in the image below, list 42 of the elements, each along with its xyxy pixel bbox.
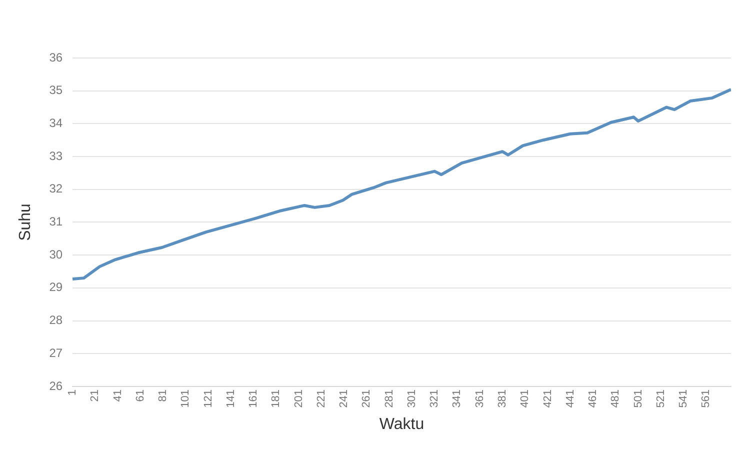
y-tick-label: 29 bbox=[49, 280, 63, 294]
y-tick-label: 36 bbox=[49, 50, 63, 64]
y-axis-title: Suhu bbox=[17, 204, 34, 241]
x-tick-label: 461 bbox=[587, 389, 600, 408]
x-tick-label: 241 bbox=[338, 389, 350, 408]
x-tick-label: 221 bbox=[315, 389, 328, 408]
x-tick-label: 341 bbox=[451, 389, 464, 408]
x-tick-label: 261 bbox=[360, 389, 373, 408]
y-tick-label: 35 bbox=[49, 83, 63, 98]
y-tick-label: 33 bbox=[49, 148, 63, 163]
y-tick-label: 32 bbox=[49, 182, 63, 196]
x-tick-label: 481 bbox=[610, 389, 622, 408]
x-tick-label: 41 bbox=[112, 389, 124, 402]
x-tick-label: 301 bbox=[406, 389, 418, 408]
x-tick-label: 181 bbox=[270, 389, 282, 408]
x-tick-label: 21 bbox=[89, 389, 102, 402]
x-tick-label: 401 bbox=[519, 389, 532, 408]
y-tick-label: 26 bbox=[49, 378, 63, 393]
x-tick-label: 501 bbox=[632, 389, 644, 408]
y-tick-label: 27 bbox=[49, 346, 63, 360]
y-tick-label: 30 bbox=[49, 247, 63, 262]
x-tick-label: 541 bbox=[678, 389, 690, 408]
x-tick-label: 121 bbox=[202, 389, 214, 408]
x-tick-label: 81 bbox=[157, 389, 170, 402]
y-tick-label: 34 bbox=[49, 116, 63, 130]
x-tick-label: 321 bbox=[428, 389, 441, 408]
x-tick-label: 521 bbox=[654, 389, 667, 408]
x-tick-label: 361 bbox=[474, 389, 486, 408]
x-tick-label: 381 bbox=[496, 389, 508, 408]
x-tick-label: 201 bbox=[292, 389, 305, 408]
y-tick-label: 28 bbox=[49, 313, 63, 328]
x-tick-label: 561 bbox=[700, 389, 712, 408]
x-tick-label: 101 bbox=[180, 389, 192, 408]
x-tick-label: 1 bbox=[66, 389, 79, 396]
x-tick-label: 421 bbox=[542, 389, 554, 408]
y-tick-label: 31 bbox=[49, 214, 63, 229]
x-tick-label: 161 bbox=[248, 389, 260, 408]
x-tick-label: 441 bbox=[564, 389, 576, 408]
x-axis-title: Waktu bbox=[379, 416, 424, 433]
x-tick-label: 281 bbox=[383, 389, 396, 408]
x-tick-label: 61 bbox=[134, 389, 146, 402]
x-tick-label: 141 bbox=[224, 389, 237, 408]
